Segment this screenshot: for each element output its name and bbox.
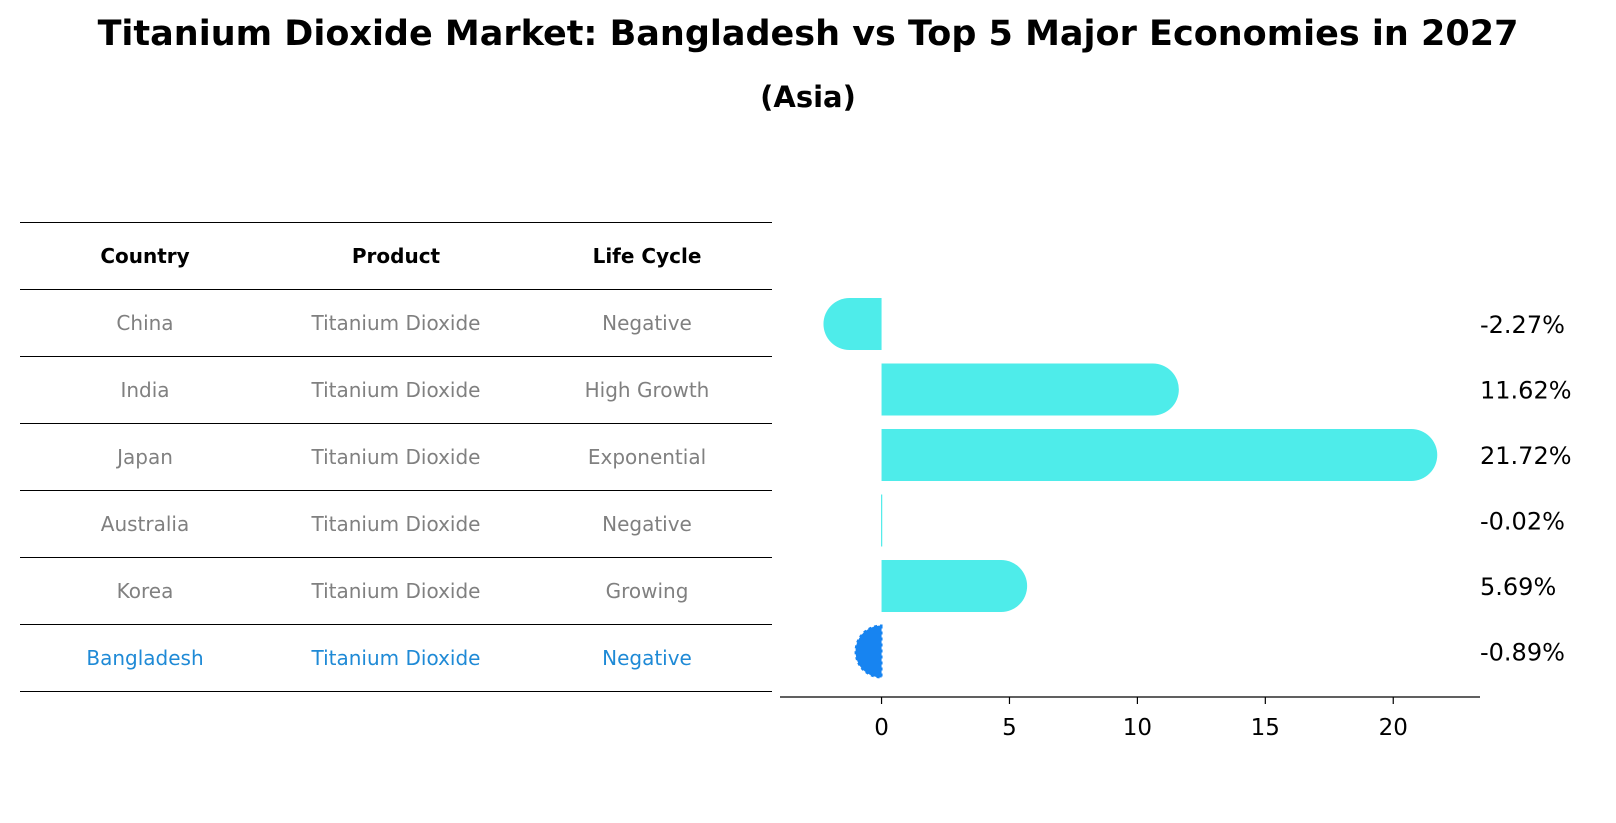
bar-china xyxy=(823,298,882,350)
cell-life-cycle: Growing xyxy=(605,579,689,603)
value-label-china: -2.27% xyxy=(1480,311,1565,339)
cell-product: Titanium Dioxide xyxy=(311,646,481,670)
table-header-row: Country Product Life Cycle xyxy=(20,222,772,289)
cell-country: Japan xyxy=(117,445,173,469)
market-table: Country Product Life Cycle China Titaniu… xyxy=(20,222,772,692)
table-row: Korea Titanium Dioxide Growing xyxy=(20,557,772,624)
cell-product: Titanium Dioxide xyxy=(311,445,481,469)
cell-product: Titanium Dioxide xyxy=(311,311,481,335)
growth-bar-chart: -2.27% 11.62% 21.72% -0.02% 5.69% -0.89% 0 5 10 1… xyxy=(780,298,1572,741)
cell-product: Titanium Dioxide xyxy=(311,378,481,402)
x-tick-label: 0 xyxy=(874,715,889,741)
cell-life-cycle: High Growth xyxy=(584,378,710,402)
cell-life-cycle: Negative xyxy=(602,311,692,335)
table-row: Australia Titanium Dioxide Negative xyxy=(20,490,772,557)
value-label-bangladesh: -0.89% xyxy=(1480,639,1565,667)
cell-country: Korea xyxy=(116,579,174,603)
bar-korea xyxy=(881,560,1028,612)
cell-life-cycle: Negative xyxy=(602,512,692,536)
value-label-india: 11.62% xyxy=(1480,377,1572,405)
cell-life-cycle: Exponential xyxy=(587,445,707,469)
cell-life-cycle: Negative xyxy=(602,646,692,670)
header-product: Product xyxy=(351,244,441,268)
chart-title: Titanium Dioxide Market: Bangladesh vs T… xyxy=(97,14,1519,54)
cell-country: Bangladesh xyxy=(86,646,204,670)
cell-country: China xyxy=(116,311,174,335)
table-row-highlight: Bangladesh Titanium Dioxide Negative xyxy=(20,624,772,692)
x-tick-label: 20 xyxy=(1379,715,1408,741)
bar-australia xyxy=(881,494,883,547)
table-row: India Titanium Dioxide High Growth xyxy=(20,356,772,423)
x-tick-label: 5 xyxy=(1002,715,1017,741)
cell-country: Australia xyxy=(100,512,190,536)
table-row: Japan Titanium Dioxide Exponential xyxy=(20,423,772,490)
cell-country: India xyxy=(120,378,170,402)
bar-bangladesh xyxy=(854,624,883,679)
value-label-korea: 5.69% xyxy=(1480,573,1556,601)
x-tick-label: 10 xyxy=(1123,715,1152,741)
cell-product: Titanium Dioxide xyxy=(311,512,481,536)
cell-product: Titanium Dioxide xyxy=(311,579,481,603)
value-label-australia: -0.02% xyxy=(1480,508,1565,536)
table-row: China Titanium Dioxide Negative xyxy=(20,289,772,356)
x-tick-label: 15 xyxy=(1251,715,1280,741)
header-country: Country xyxy=(100,244,190,268)
chart-subtitle: (Asia) xyxy=(760,80,856,114)
bar-japan xyxy=(881,429,1438,481)
bar-india xyxy=(881,363,1179,416)
value-label-japan: 21.72% xyxy=(1480,442,1572,470)
header-life-cycle: Life Cycle xyxy=(592,244,702,268)
